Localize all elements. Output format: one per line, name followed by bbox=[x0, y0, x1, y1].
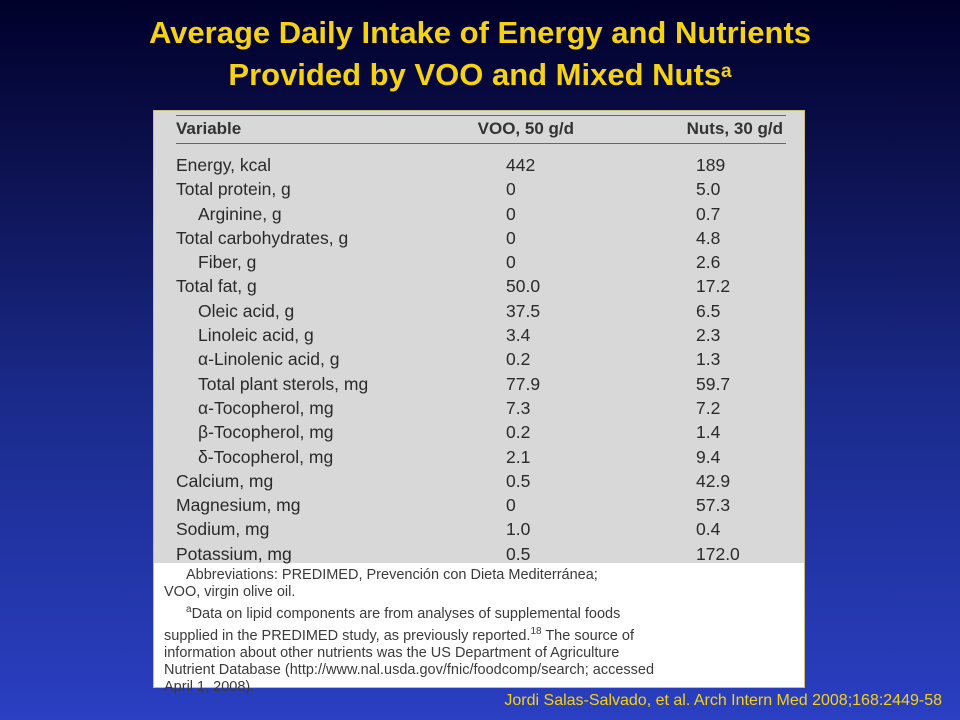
note-marker: a bbox=[186, 604, 192, 615]
row-voo-value: 0 bbox=[506, 495, 516, 516]
table-header-row: Variable VOO, 50 g/d Nuts, 30 g/d bbox=[176, 119, 786, 143]
row-label: Sodium, mg bbox=[176, 519, 270, 540]
nutrient-table-panel: Variable VOO, 50 g/d Nuts, 30 g/d Energy… bbox=[153, 110, 805, 695]
table-row: Total plant sterols, mg 77.9 59.7 bbox=[176, 372, 786, 396]
row-nuts-value: 7.2 bbox=[696, 397, 721, 418]
table-row: Energy, kcal 442 189 bbox=[176, 153, 786, 177]
abbreviations-line-1: Abbreviations: PREDIMED, Prevención con … bbox=[186, 567, 598, 583]
row-voo-value: 0 bbox=[506, 179, 516, 200]
row-label: Calcium, mg bbox=[176, 470, 274, 491]
row-voo-value: 442 bbox=[506, 155, 536, 175]
note-text-2: supplied in the PREDIMED study, as previ… bbox=[164, 627, 531, 644]
row-nuts-value: 189 bbox=[696, 155, 726, 175]
row-nuts-value: 4.8 bbox=[696, 227, 721, 248]
table-row: Linoleic acid, g 3.4 2.3 bbox=[176, 323, 786, 347]
row-voo-value: 0.2 bbox=[506, 422, 531, 443]
row-label: Arginine, g bbox=[198, 203, 282, 224]
table-row: Calcium, mg 0.5 42.9 bbox=[176, 469, 786, 493]
row-label: β-Tocopherol, mg bbox=[198, 422, 334, 443]
row-voo-value: 3.4 bbox=[506, 325, 531, 346]
table-row: Arginine, g 0 0.7 bbox=[176, 202, 786, 226]
row-voo-value: 2.1 bbox=[506, 446, 531, 467]
row-voo-value: 77.9 bbox=[506, 373, 541, 394]
table-rows: Energy, kcal 442 189 Total protein, g 0 5.0 Ar… bbox=[176, 153, 786, 566]
table-row: Total fat, g 50.0 17.2 bbox=[176, 274, 786, 298]
row-nuts-value: 42.9 bbox=[696, 470, 731, 491]
table-row: Sodium, mg 1.0 0.4 bbox=[176, 517, 786, 541]
row-voo-value: 50.0 bbox=[506, 276, 541, 297]
slide-title: Average Daily Intake of Energy and Nutri… bbox=[0, 12, 960, 96]
row-nuts-value: 1.4 bbox=[696, 422, 721, 443]
table-row: α-Linolenic acid, g 0.2 1.3 bbox=[176, 347, 786, 371]
row-label: Oleic acid, g bbox=[198, 300, 295, 321]
row-nuts-value: 57.3 bbox=[696, 495, 731, 516]
row-label: δ-Tocopherol, mg bbox=[198, 446, 334, 467]
row-label: Fiber, g bbox=[198, 252, 257, 273]
header-variable: Variable bbox=[176, 119, 242, 138]
note-line-5: April 1, 2008). bbox=[164, 678, 255, 695]
row-label: Total protein, g bbox=[176, 179, 291, 200]
nutrient-table: Variable VOO, 50 g/d Nuts, 30 g/d Energy… bbox=[154, 111, 804, 566]
row-nuts-value: 6.5 bbox=[696, 300, 721, 321]
row-nuts-value: 5.0 bbox=[696, 179, 721, 200]
row-voo-value: 0 bbox=[506, 252, 516, 273]
row-label: α-Linolenic acid, g bbox=[198, 349, 340, 370]
table-row: β-Tocopherol, mg 0.2 1.4 bbox=[176, 420, 786, 444]
row-voo-value: 0 bbox=[506, 203, 516, 224]
note-line-1: aData on lipid components are from analy… bbox=[164, 601, 804, 623]
row-nuts-value: 59.7 bbox=[696, 373, 731, 394]
row-label: Total carbohydrates, g bbox=[176, 227, 349, 248]
row-label: Potassium, mg bbox=[176, 543, 292, 564]
header-voo: VOO, 50 g/d bbox=[477, 119, 574, 138]
row-voo-value: 37.5 bbox=[506, 300, 541, 321]
row-nuts-value: 2.6 bbox=[696, 252, 721, 273]
row-nuts-value: 9.4 bbox=[696, 446, 721, 467]
citation: Jordi Salas-Salvado, et al. Arch Intern … bbox=[504, 692, 942, 709]
note-text-1: Data on lipid components are from analys… bbox=[191, 605, 621, 622]
header-nuts: Nuts, 30 g/d bbox=[686, 119, 783, 138]
note-line-4: Nutrient Database (http://www.nal.usda.g… bbox=[164, 661, 655, 678]
table-row: Total carbohydrates, g 0 4.8 bbox=[176, 226, 786, 250]
table-row: Total protein, g 0 5.0 bbox=[176, 177, 786, 201]
row-nuts-value: 0.4 bbox=[696, 519, 721, 540]
table-row: α-Tocopherol, mg 7.3 7.2 bbox=[176, 396, 786, 420]
row-nuts-value: 2.3 bbox=[696, 325, 721, 346]
row-label: Energy, kcal bbox=[176, 155, 271, 175]
title-line-2: Provided by VOO and Mixed Nutsa bbox=[0, 54, 960, 96]
table-row: δ-Tocopherol, mg 2.1 9.4 bbox=[176, 445, 786, 469]
title-line-1: Average Daily Intake of Energy and Nutri… bbox=[148, 15, 812, 50]
row-label: Linoleic acid, g bbox=[198, 325, 314, 346]
title-superscript: a bbox=[721, 61, 732, 82]
table-row: Potassium, mg 0.5 172.0 bbox=[176, 542, 786, 566]
table-footnote: Abbreviations: PREDIMED, Prevención con … bbox=[164, 567, 804, 696]
row-voo-value: 0.2 bbox=[506, 349, 531, 370]
note-text-2-tail: The source of bbox=[541, 627, 634, 644]
row-nuts-value: 0.7 bbox=[696, 203, 721, 224]
row-nuts-value: 172.0 bbox=[696, 543, 740, 564]
row-label: Magnesium, mg bbox=[176, 495, 301, 516]
row-voo-value: 0.5 bbox=[506, 470, 531, 491]
header-rule-bottom bbox=[176, 143, 786, 144]
row-voo-value: 7.3 bbox=[506, 397, 531, 418]
note-line-3: information about other nutrients was th… bbox=[164, 644, 620, 661]
table-row: Fiber, g 0 2.6 bbox=[176, 250, 786, 274]
row-label: Total fat, g bbox=[176, 276, 257, 297]
abbreviations-line-2: VOO, virgin olive oil. bbox=[164, 584, 296, 600]
row-nuts-value: 1.3 bbox=[696, 349, 721, 370]
title-line-2-text: Provided by VOO and Mixed Nuts bbox=[228, 57, 722, 92]
note-reference: 18 bbox=[530, 625, 542, 637]
note-line-2: supplied in the PREDIMED study, as previ… bbox=[164, 623, 804, 645]
header-rule-top bbox=[176, 115, 786, 116]
row-voo-value: 0.5 bbox=[506, 543, 531, 564]
row-label: Total plant sterols, mg bbox=[198, 373, 369, 394]
row-voo-value: 0 bbox=[506, 227, 516, 248]
row-voo-value: 1.0 bbox=[506, 519, 531, 540]
row-nuts-value: 17.2 bbox=[696, 276, 731, 297]
table-row: Magnesium, mg 0 57.3 bbox=[176, 493, 786, 517]
row-label: α-Tocopherol, mg bbox=[198, 397, 334, 418]
table-row: Oleic acid, g 37.5 6.5 bbox=[176, 299, 786, 323]
